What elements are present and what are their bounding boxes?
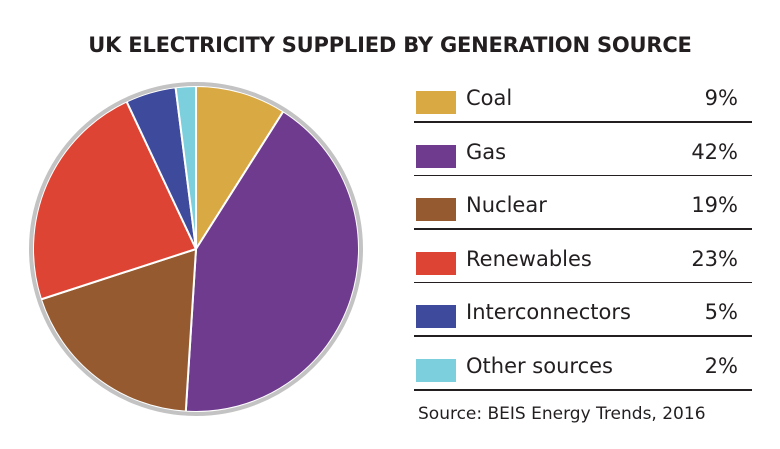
legend-label: Renewables: [466, 246, 592, 271]
legend-swatch: [416, 358, 456, 382]
legend-divider: [414, 121, 752, 123]
legend-value: 42%: [691, 139, 738, 164]
legend-swatch: [416, 251, 456, 275]
legend-item-renewables: Renewables 23%: [414, 239, 752, 293]
legend-swatch: [416, 305, 456, 329]
pie-slice-nuclear: [39, 248, 197, 413]
legend-item-coal: Coal 9%: [414, 78, 752, 132]
legend-divider: [414, 335, 752, 337]
source-note: Source: BEIS Energy Trends, 2016: [418, 404, 706, 424]
legend-label: Nuclear: [466, 193, 547, 218]
legend-divider: [414, 174, 752, 177]
legend-item-gas: Gas 42%: [414, 132, 752, 186]
legend-divider: [414, 228, 752, 230]
legend-value: 9%: [704, 86, 738, 110]
legend-item-nuclear: Nuclear 19%: [414, 185, 752, 239]
legend-item-interconnectors: Interconnectors 5%: [414, 292, 752, 346]
legend-value: 19%: [691, 193, 738, 218]
pie-slice-renewables: [32, 100, 197, 301]
chart-title: UK ELECTRICITY SUPPLIED BY GENERATION SO…: [88, 33, 692, 57]
legend-label: Coal: [466, 86, 513, 110]
legend-divider: [414, 281, 752, 284]
legend-swatch: [416, 198, 456, 222]
legend-label: Other sources: [466, 353, 613, 378]
legend: Coal 9% Gas 42% Nuclear 19% Renewables 23% Inter…: [414, 78, 752, 400]
legend-label: Interconnectors: [466, 300, 631, 325]
legend-item-other-sources: Other sources 2%: [414, 346, 752, 400]
legend-swatch: [416, 91, 456, 114]
pie-outline: [29, 82, 363, 416]
legend-divider: [414, 389, 752, 391]
legend-value: 2%: [704, 353, 738, 378]
legend-label: Gas: [466, 139, 507, 164]
pie-slice-gas: [184, 110, 360, 414]
pie-chart: [29, 82, 363, 416]
legend-swatch: [416, 144, 456, 168]
legend-value: 5%: [704, 300, 738, 325]
legend-value: 23%: [691, 246, 738, 271]
pie-slice-coal: [195, 85, 285, 250]
